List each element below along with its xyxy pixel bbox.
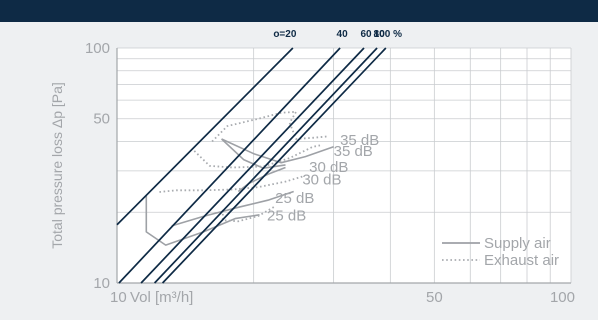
db-label: 30 dB: [309, 159, 348, 176]
opening-label: 100 %: [374, 29, 402, 40]
supply-air-curve: [237, 166, 286, 193]
db-label: 30 dB: [302, 171, 341, 188]
legend-label: Supply air: [484, 235, 551, 252]
y-tick-label: 50: [93, 111, 110, 128]
x-tick-label: 100: [550, 289, 575, 306]
x-axis-label: Vol [m³/h]: [130, 289, 193, 306]
supply-air-curve: [221, 138, 334, 164]
db-label: 35 dB: [334, 143, 373, 160]
opening-label: 80: [374, 29, 386, 40]
exhaust-air-curve: [193, 144, 321, 169]
db-label: 35 dB: [340, 132, 379, 149]
y-tick-label: 100: [85, 40, 110, 57]
x-tick-label: 10: [110, 289, 127, 306]
supply-air-curve: [171, 190, 294, 227]
exhaust-air-curve: [221, 205, 276, 223]
opening-line-80: [153, 47, 378, 284]
opening-line-40: [118, 47, 341, 284]
top-banner: [0, 0, 598, 22]
db-label: 25 dB: [267, 207, 306, 224]
opening-label: o=20: [273, 29, 297, 40]
opening-lines: [116, 47, 387, 284]
x-tick-label: 50: [426, 289, 443, 306]
db-label: 25 dB: [275, 190, 314, 207]
opening-label: 40: [337, 29, 349, 40]
y-tick-label: 10: [93, 275, 110, 292]
opening-label: 60: [360, 29, 372, 40]
supply-air-curve: [145, 195, 260, 246]
tick-labels: 10 50 100 10 50 100: [85, 40, 575, 306]
legend-label: Exhaust air: [484, 252, 559, 269]
exhaust-air-curve: [159, 175, 305, 193]
axes: [116, 48, 571, 284]
y-axis-label: Total pressure loss Δp [Pa]: [49, 82, 65, 249]
opening-line-20: [116, 47, 294, 226]
opening-line-100: [161, 47, 387, 284]
opening-line-60: [140, 47, 365, 284]
acoustic-curves: [145, 110, 334, 246]
